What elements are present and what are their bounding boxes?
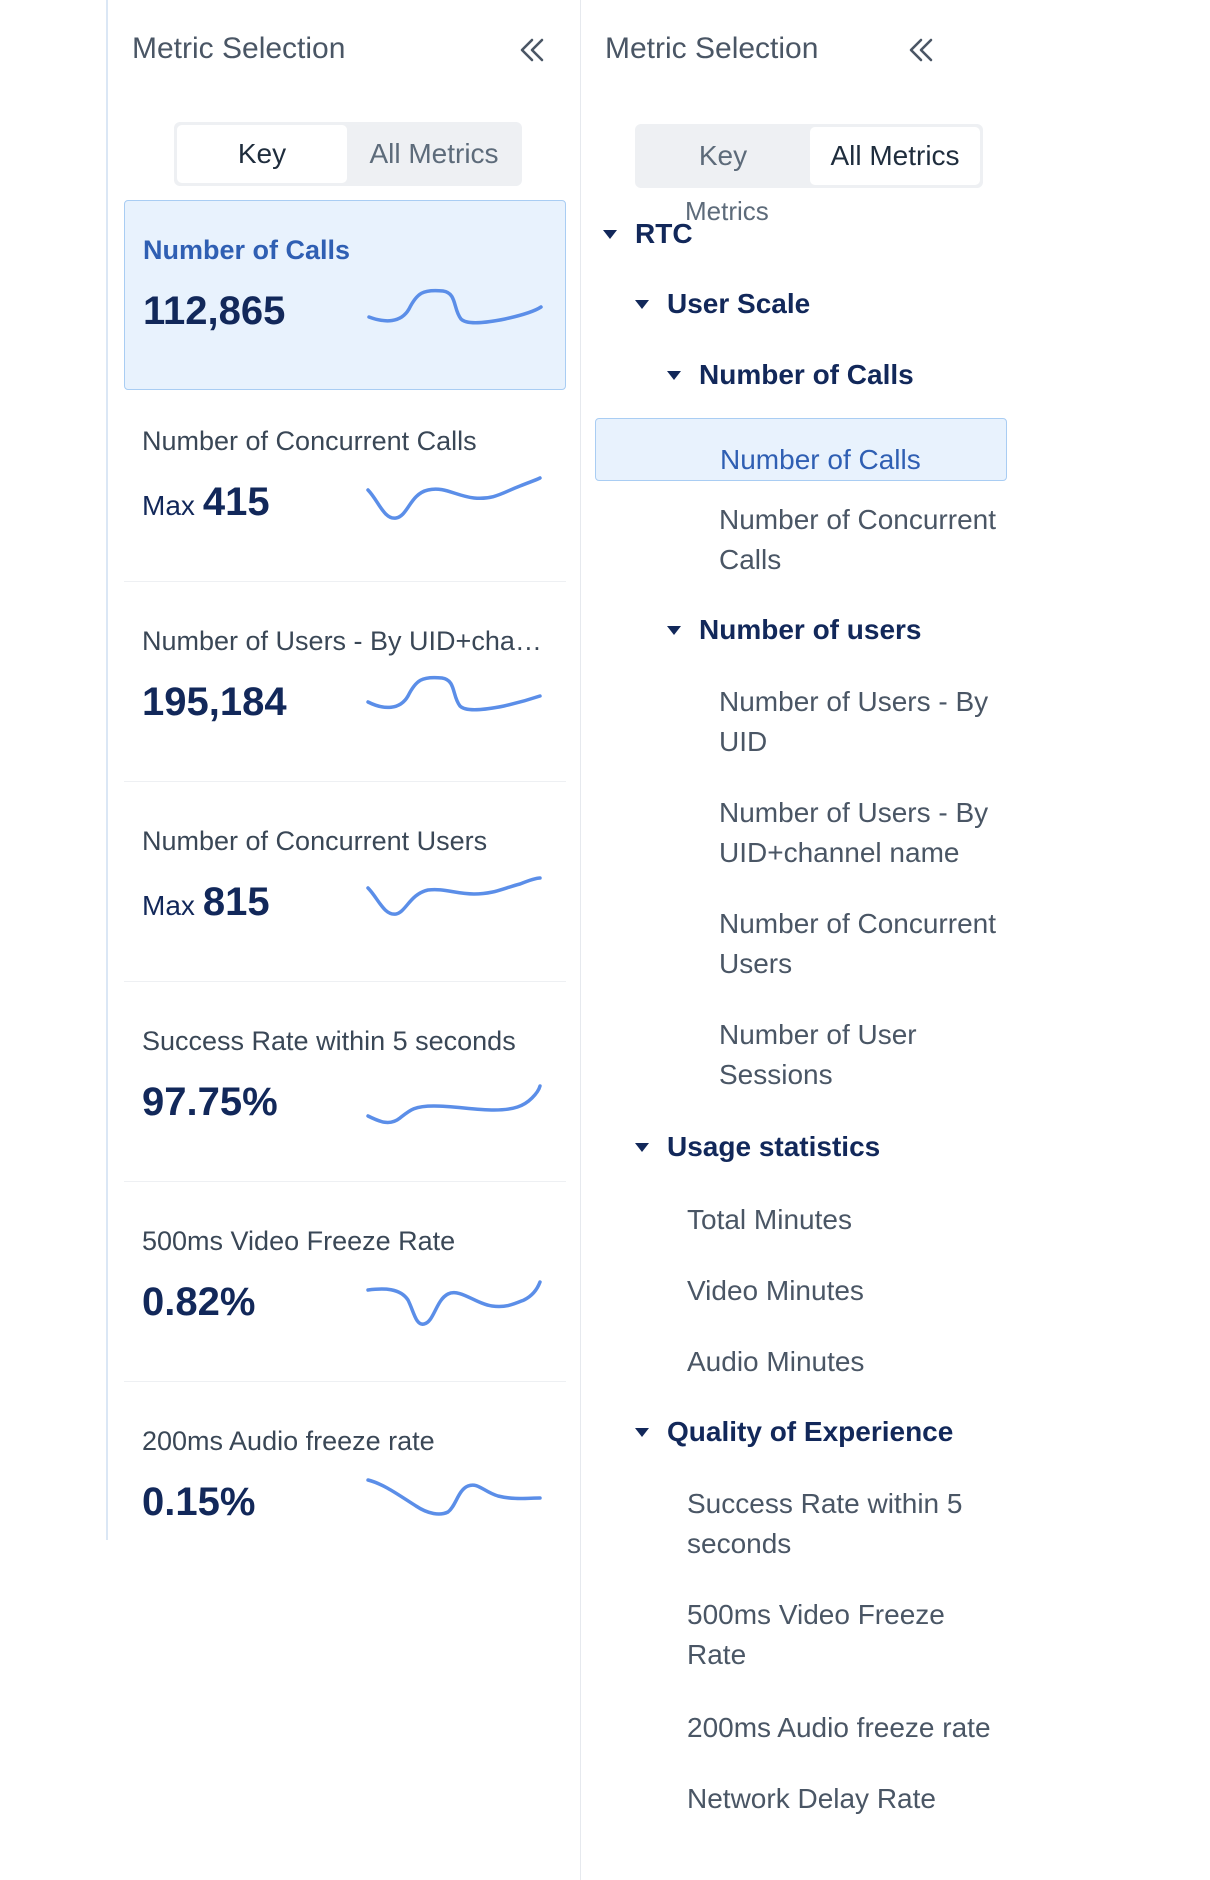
tree-node-number-of-users[interactable]: Number of users [667,614,922,646]
tree-item-users-by-uid[interactable]: Number of Users - By UID [719,686,989,757]
collapse-panel-button[interactable] [899,32,943,68]
sparkline-chart [366,476,542,520]
tree-item-total-minutes[interactable]: Total Minutes [687,1204,852,1235]
tab-all-metrics[interactable]: All Metrics [810,127,980,185]
caret-down-icon [667,625,681,635]
tab-all-metrics[interactable]: All Metrics [369,138,499,169]
tree-node-usage-statistics[interactable]: Usage statistics [635,1131,880,1163]
tree-node-label: RTC [635,218,693,249]
metric-card-title: Number of Concurrent Users [142,826,488,856]
metric-card-title: 200ms Audio freeze rate [142,1426,435,1456]
metric-card-value: 195,184 [142,680,287,725]
caret-down-icon [635,1427,649,1437]
collapse-panel-button[interactable] [510,32,554,68]
panel-title: Metric Selection [605,32,819,65]
panel-header: Metric Selection [581,24,1055,80]
caret-down-icon [603,229,617,239]
tree-item-audio-minutes[interactable]: Audio Minutes [687,1346,865,1377]
tree-node-rtc[interactable]: RTC [603,218,693,250]
metric-card-success-rate[interactable]: Success Rate within 5 seconds 97.75% [124,992,566,1182]
metric-card-value-number: 97.75% [142,1080,278,1124]
metric-card-prefix: Max [142,490,195,521]
metric-view-toggle: Key All Metrics [174,122,522,186]
metric-card-title: Success Rate within 5 seconds [142,1026,516,1056]
sparkline-chart [367,288,543,325]
tree-node-label: User Scale [667,288,811,319]
metric-card-number-of-calls[interactable]: Number of Calls 112,865 [124,200,566,390]
tab-key-sublabel: Metrics [685,196,769,226]
sparkline-chart [366,1280,542,1326]
metric-card-concurrent-users[interactable]: Number of Concurrent Users Max 815 [124,792,566,982]
tree-node-quality-of-experience[interactable]: Quality of Experience [635,1416,953,1448]
metric-card-value: 0.15% [142,1480,255,1525]
tree-node-label: Quality of Experience [667,1416,954,1447]
caret-down-icon [667,370,681,380]
tree-item-user-sessions[interactable]: Number of User Sessions [719,1019,917,1090]
sparkline-chart [366,876,542,916]
tree-node-label: Number of Calls [699,359,914,390]
metric-card-value-number: 0.15% [142,1480,256,1524]
panel-title: Metric Selection [132,32,346,65]
metric-card-value: 0.82% [142,1280,255,1325]
metric-card-value-number: 112,865 [143,289,286,333]
metric-card-video-freeze-rate[interactable]: 500ms Video Freeze Rate 0.82% [124,1192,566,1382]
metric-card-value-number: 415 [202,480,270,524]
metric-card-concurrent-calls[interactable]: Number of Concurrent Calls Max 415 [124,392,566,582]
metric-card-title: Number of Calls [143,235,351,265]
caret-down-icon [635,299,649,309]
metric-card-value-number: 0.82% [142,1280,256,1324]
double-chevron-left-icon [520,38,544,62]
metric-card-title: 500ms Video Freeze Rate [142,1226,456,1256]
tree-item-number-of-calls[interactable]: Number of Calls [595,418,1007,481]
double-chevron-left-icon [909,38,933,62]
sparkline-chart [366,1478,542,1516]
tree-item-concurrent-users[interactable]: Number of Concurrent Users [719,908,997,979]
tree-item-video-minutes[interactable]: Video Minutes [687,1275,864,1306]
tab-key[interactable]: Key [698,140,748,171]
tree-item-concurrent-calls[interactable]: Number of Concurrent Calls [719,504,997,575]
metric-selection-panel-key: Metric Selection Key All Metrics Number … [106,0,582,1540]
sparkline-chart [366,675,542,712]
tree-item-audio-freeze-rate[interactable]: 200ms Audio freeze rate [687,1712,991,1743]
tab-key[interactable]: Key [177,125,347,183]
tree-node-label: Usage statistics [667,1131,881,1162]
metric-card-value-number: 815 [202,880,270,924]
metric-card-value: Max 415 [142,480,270,525]
metric-card-prefix: Max [142,890,195,921]
tree-item-video-freeze-rate[interactable]: 500ms Video Freeze Rate [687,1599,945,1670]
metric-card-value: Max 815 [142,880,270,925]
metric-card-value: 97.75% [142,1080,278,1125]
metric-card-value: 112,865 [143,289,285,334]
metric-card-audio-freeze-rate[interactable]: 200ms Audio freeze rate 0.15% [124,1392,566,1582]
caret-down-icon [635,1142,649,1152]
tree-item-users-by-uid-channel[interactable]: Number of Users - By UID+channel name [719,797,989,868]
sparkline-chart [366,1084,542,1125]
metric-card-title: Number of Concurrent Calls [142,426,477,456]
tree-item-success-rate[interactable]: Success Rate within 5 seconds [687,1488,963,1559]
tree-node-label: Number of users [699,614,922,645]
metric-selection-panel-all: Metric Selection Key All Metrics Metrics… [580,0,1055,1880]
metric-card-value-number: 195,184 [142,680,287,724]
tree-node-user-scale[interactable]: User Scale [635,288,810,320]
tree-item-network-delay-rate[interactable]: Network Delay Rate [687,1783,936,1814]
metric-card-title: Number of Users - By UID+channel name [142,626,542,656]
metric-view-toggle: Key All Metrics [635,124,983,188]
metric-card-users-by-uid-channel[interactable]: Number of Users - By UID+channel name 19… [124,592,566,782]
tree-node-number-of-calls[interactable]: Number of Calls [667,359,914,391]
panel-header: Metric Selection [108,24,582,80]
